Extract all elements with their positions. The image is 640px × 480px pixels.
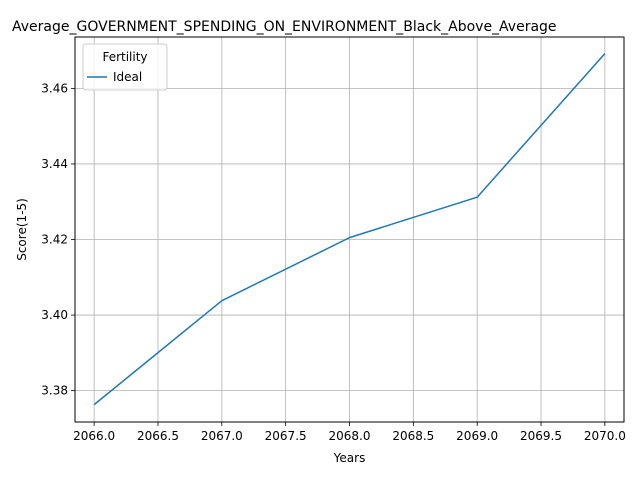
x-tick-label: 2069.0 — [456, 429, 498, 443]
x-tick-label: 2066.0 — [73, 429, 115, 443]
x-tick-label: 2069.5 — [520, 429, 562, 443]
legend-title: Fertility — [102, 50, 147, 64]
series-layer — [93, 53, 606, 406]
legend-box — [82, 43, 168, 91]
y-tick-label: 3.42 — [41, 233, 68, 247]
x-tick-label: 2066.5 — [137, 429, 179, 443]
x-tick-label: 2068.0 — [329, 429, 371, 443]
y-tick-label: 3.46 — [41, 81, 68, 95]
x-tick-label: 2070.0 — [584, 429, 626, 443]
chart-title: Average_GOVERNMENT_SPENDING_ON_ENVIRONME… — [12, 19, 557, 35]
x-tick-label: 2068.5 — [392, 429, 434, 443]
x-tick-label: 2067.0 — [201, 429, 243, 443]
y-tick-label: 3.40 — [41, 308, 68, 322]
x-axis: 2066.0 2066.5 2067.0 2067.5 2068.0 2068.5 2069… — [73, 422, 626, 443]
x-axis-label: Years — [333, 451, 366, 465]
y-tick-label: 3.38 — [41, 384, 68, 398]
y-axis: 3.38 3.40 3.42 3.44 3.46 — [41, 81, 75, 398]
y-axis-label: Score(1-5) — [15, 198, 29, 261]
y-tick-label: 3.44 — [41, 157, 68, 171]
x-tick-label: 2067.5 — [265, 429, 307, 443]
series-line-ideal — [93, 53, 606, 406]
legend-label-ideal: Ideal — [113, 70, 142, 84]
grid-lines — [75, 37, 624, 422]
legend: Fertility Ideal — [82, 43, 168, 91]
